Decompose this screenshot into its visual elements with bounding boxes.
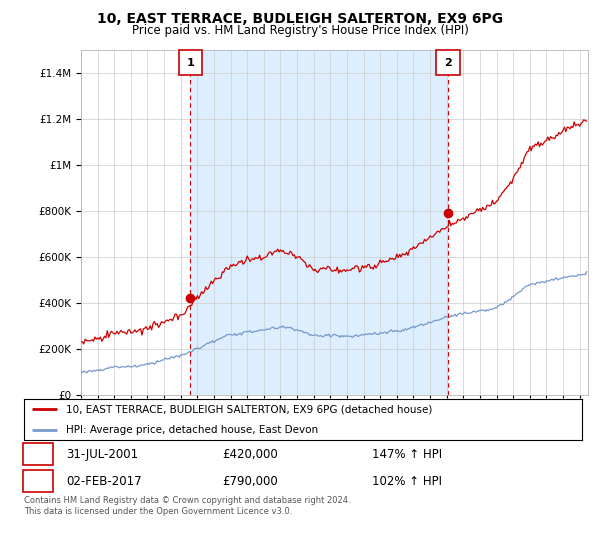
Text: £420,000: £420,000 [222,447,278,461]
Text: 1: 1 [187,58,194,68]
Bar [190,50,448,395]
Text: 102% ↑ HPI: 102% ↑ HPI [372,474,442,488]
Text: 10, EAST TERRACE, BUDLEIGH SALTERTON, EX9 6PG (detached house): 10, EAST TERRACE, BUDLEIGH SALTERTON, EX… [66,404,432,414]
Text: 1: 1 [34,447,43,461]
Text: HPI: Average price, detached house, East Devon: HPI: Average price, detached house, East… [66,424,318,435]
Text: 10, EAST TERRACE, BUDLEIGH SALTERTON, EX9 6PG: 10, EAST TERRACE, BUDLEIGH SALTERTON, EX… [97,12,503,26]
Text: 31-JUL-2001: 31-JUL-2001 [66,447,138,461]
Text: 02-FEB-2017: 02-FEB-2017 [66,474,142,488]
Text: 2: 2 [34,474,43,488]
Text: £790,000: £790,000 [222,474,278,488]
Text: Price paid vs. HM Land Registry's House Price Index (HPI): Price paid vs. HM Land Registry's House … [131,24,469,36]
Text: 2: 2 [444,58,452,68]
Text: 147% ↑ HPI: 147% ↑ HPI [372,447,442,461]
Text: Contains HM Land Registry data © Crown copyright and database right 2024.
This d: Contains HM Land Registry data © Crown c… [24,496,350,516]
